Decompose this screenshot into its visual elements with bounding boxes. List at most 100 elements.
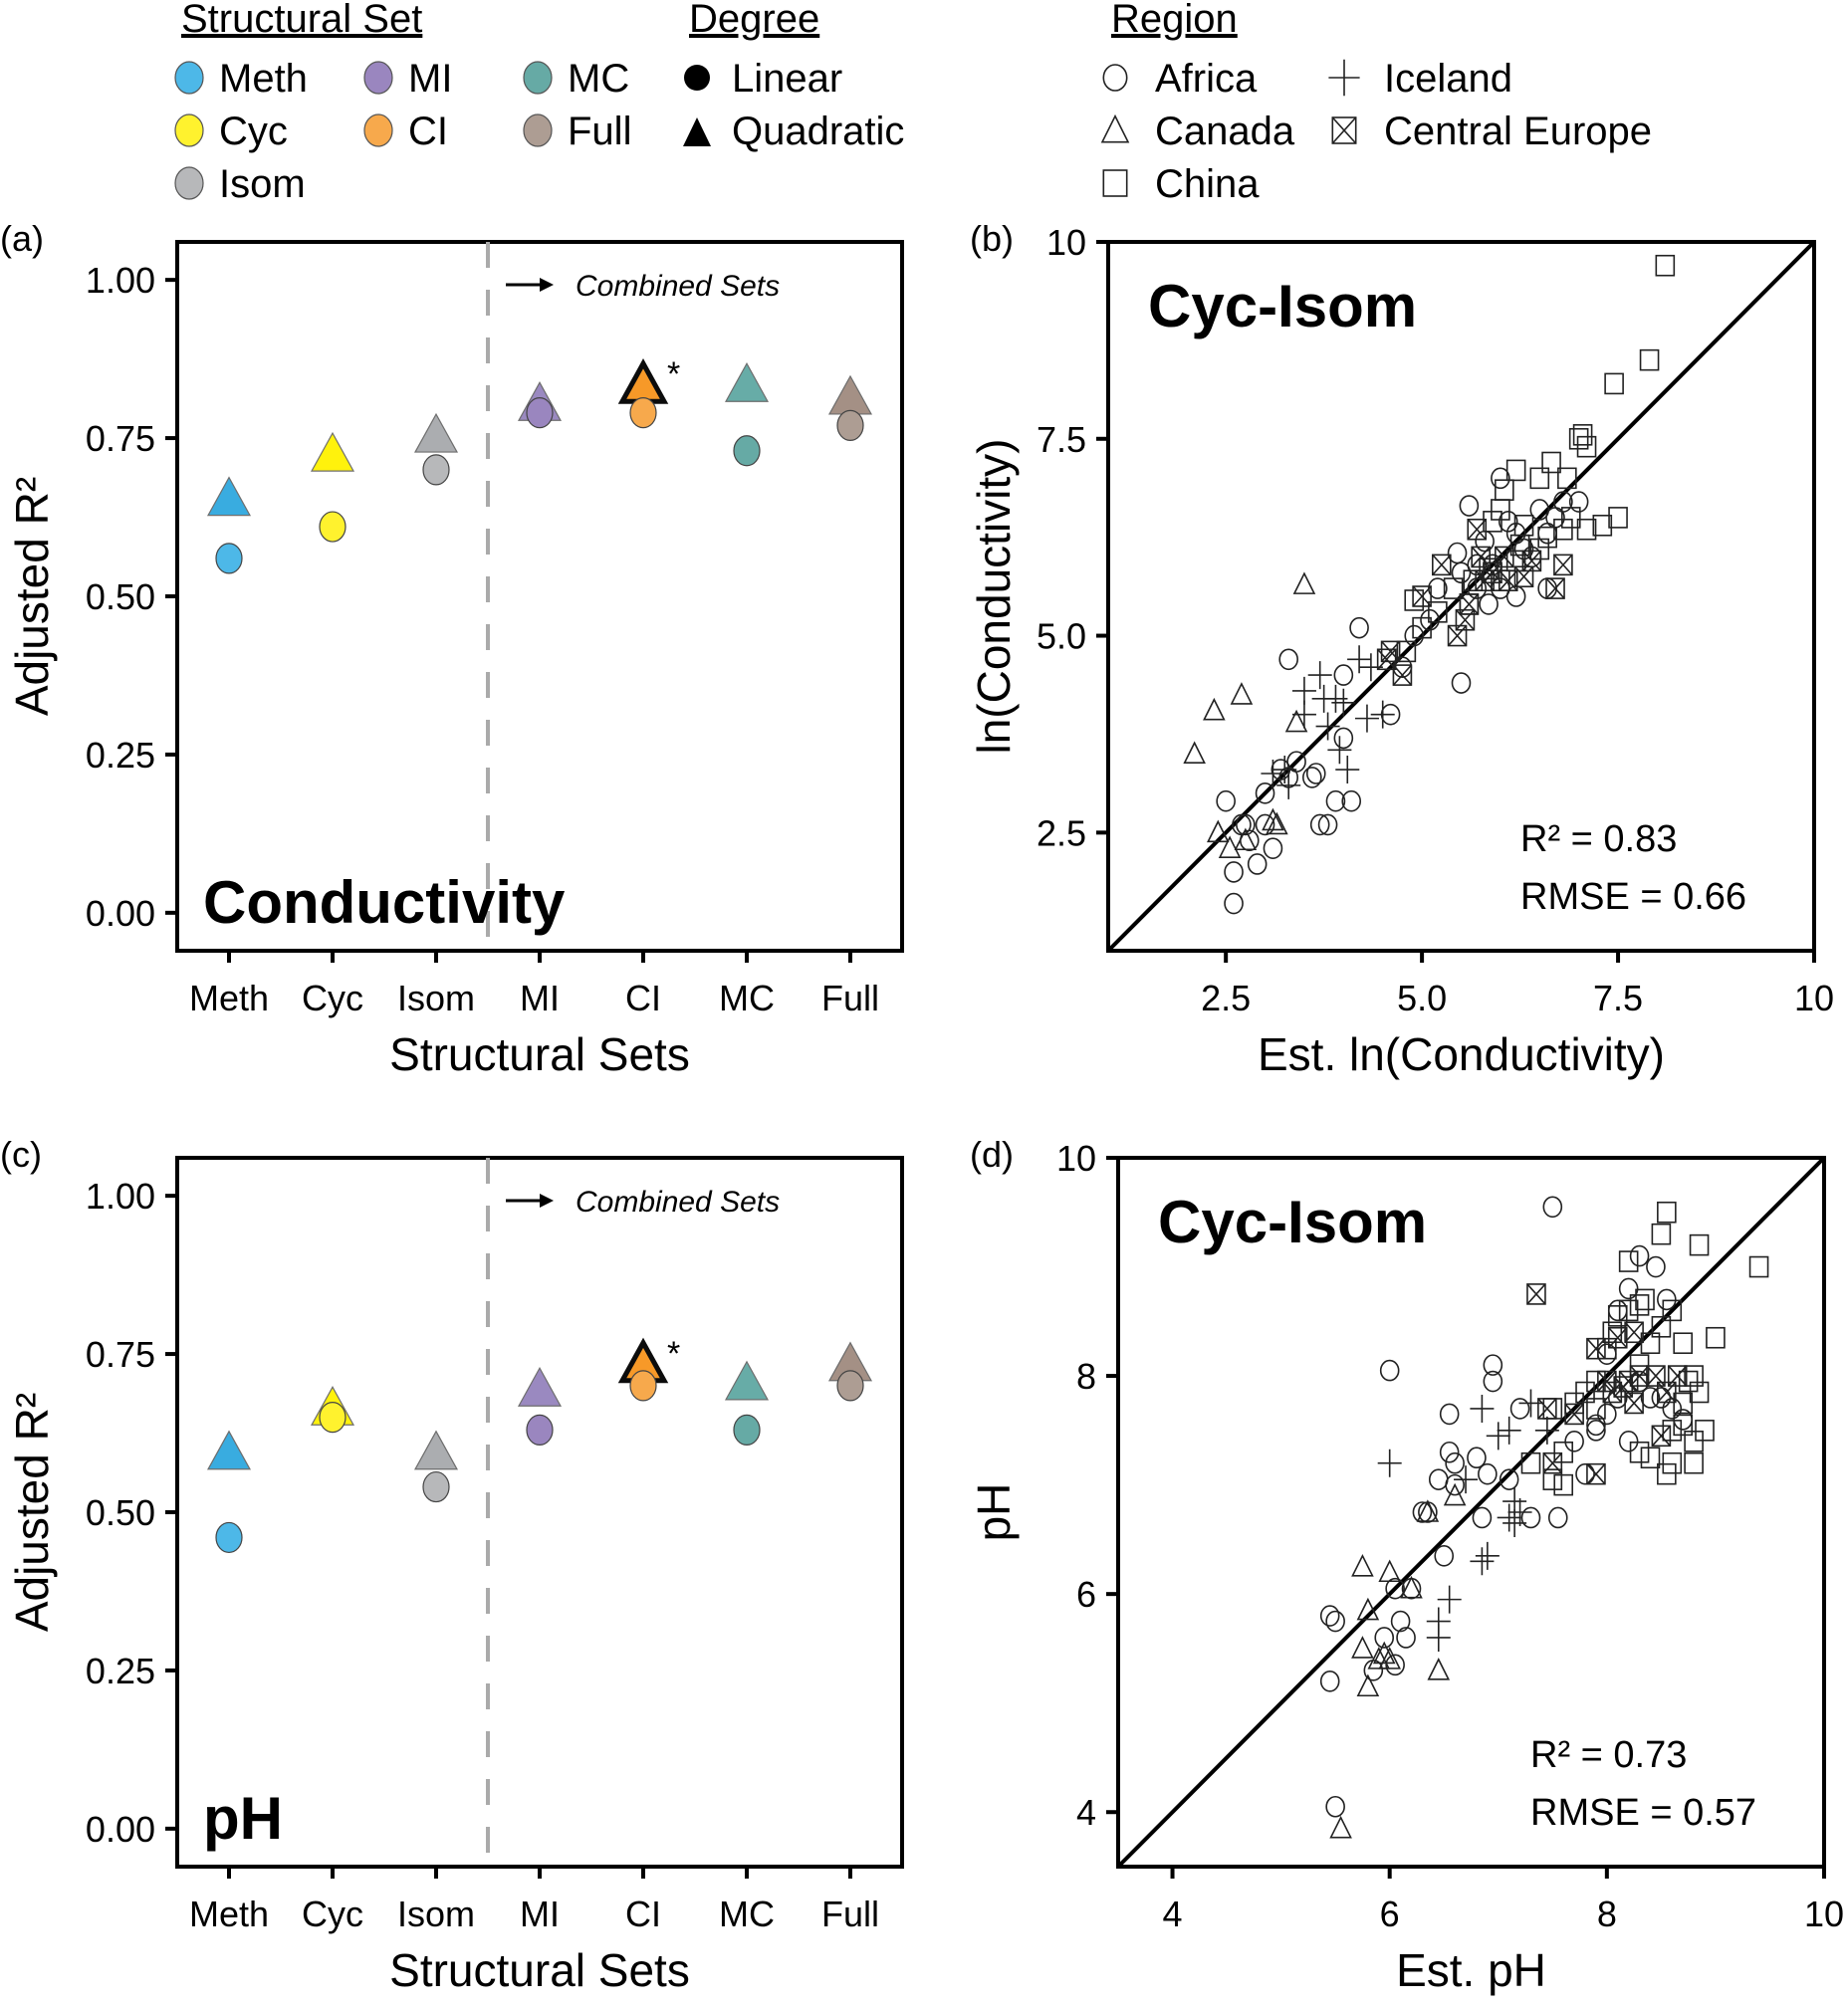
square-shape (1662, 1299, 1683, 1322)
square-shape (1655, 254, 1676, 277)
box-shape (1380, 640, 1401, 663)
square-shape (1657, 1201, 1677, 1224)
panel-title: pH (203, 1785, 283, 1852)
square-shape (1520, 1451, 1541, 1474)
data-point-central-europe (1495, 546, 1514, 568)
circle-shape (1629, 1244, 1650, 1267)
square-shape (1748, 1255, 1769, 1278)
circle-shape (1224, 861, 1244, 883)
y-tick-label: 1.00 (86, 260, 155, 301)
x-tick-label: Isom (397, 978, 475, 1018)
data-point-iceland (1470, 1394, 1495, 1423)
data-point-central-europe (1597, 1370, 1617, 1393)
data-point-china (1537, 526, 1557, 549)
data-point-iceland (1327, 736, 1352, 765)
box-shape (1607, 1326, 1628, 1349)
triangle-shape (1372, 1641, 1396, 1665)
data-point-africa (1451, 672, 1472, 694)
triangle-shape (1100, 113, 1130, 143)
legend-label-mi: MI (408, 57, 452, 101)
data-point-china (1635, 1288, 1655, 1311)
triangle-shape (1329, 1815, 1352, 1839)
plus-shape (1331, 688, 1356, 717)
data-point-china (1684, 1451, 1704, 1474)
box-shape (1475, 569, 1495, 591)
data-point-iceland (1518, 1389, 1543, 1418)
y-tick-label: 0.50 (86, 1492, 155, 1533)
data-point-canada (1206, 819, 1230, 843)
data-point-china (1505, 459, 1526, 482)
data-point-africa (1499, 1468, 1519, 1490)
data-point-china (1560, 507, 1581, 529)
circle-shape (1263, 837, 1283, 859)
data-point-africa (1263, 837, 1283, 859)
x-tick-label: Meth (189, 1894, 269, 1934)
linear-point-full (836, 409, 864, 441)
data-point-iceland (1497, 1416, 1521, 1445)
box-shape (1545, 577, 1565, 599)
arrow-head-icon (540, 278, 554, 292)
circle-shape (1445, 1473, 1465, 1496)
data-point-central-europe (1553, 554, 1573, 576)
data-point-china (1618, 1299, 1639, 1322)
significance-asterisk: * (667, 1335, 680, 1373)
circle-shape (1575, 1462, 1595, 1485)
circle-shape (1586, 1420, 1606, 1442)
x-shape (1668, 1365, 1688, 1387)
circle-shape (1333, 664, 1354, 686)
data-point-china (1639, 348, 1660, 371)
data-point-africa (1420, 608, 1440, 631)
square-shape (1597, 1337, 1617, 1360)
data-point-africa (1472, 1506, 1493, 1529)
legend-linear-circle-icon (684, 65, 710, 91)
square-shape (1491, 499, 1510, 521)
x-shape (1467, 519, 1487, 541)
data-point-china (1662, 1420, 1683, 1442)
legend-region-title: Region (1111, 0, 1238, 41)
triangle-shape (1356, 1597, 1380, 1621)
box-shape (1667, 1365, 1688, 1387)
linear-point-mc (733, 1414, 761, 1446)
y-axis-title: Adjusted R² (6, 477, 58, 716)
box-shape (1455, 608, 1476, 631)
data-point-iceland (1454, 1465, 1479, 1494)
data-point-china (1706, 1326, 1726, 1349)
data-point-central-europe (1618, 1370, 1639, 1393)
data-point-africa (1286, 751, 1306, 773)
box-shape (1467, 518, 1488, 541)
circle-shape (1439, 1403, 1460, 1426)
circle-shape (1319, 1670, 1340, 1692)
data-point-iceland (1335, 756, 1360, 784)
x-tick-label: MI (520, 1894, 560, 1934)
y-tick-label: 0.00 (86, 893, 155, 934)
data-point-africa (1374, 1627, 1395, 1649)
quadratic-point-mc (724, 361, 770, 402)
x-shape (1537, 1398, 1557, 1420)
plus-shape (1347, 645, 1372, 674)
box-shape (1331, 116, 1357, 144)
data-point-africa (1586, 1414, 1606, 1437)
circle-shape (1317, 813, 1338, 836)
data-point-canada (1416, 1499, 1440, 1522)
plus-shape (1307, 661, 1332, 690)
data-point-canada (1378, 1647, 1401, 1670)
data-point-canada (1292, 571, 1316, 594)
data-point-china (1657, 1201, 1677, 1224)
x-tick-label: 2.5 (1201, 978, 1251, 1018)
data-point-africa (1390, 1610, 1411, 1633)
legend-label-central-europe: Central Europe (1384, 110, 1652, 153)
square-shape (1604, 372, 1624, 395)
linear-point-mi (526, 397, 554, 429)
x-tick-label: 7.5 (1593, 978, 1643, 1018)
data-point-china (1520, 1451, 1541, 1474)
data-point-africa (1618, 1431, 1639, 1452)
box-shape (1564, 1403, 1584, 1426)
circle-shape (1385, 1577, 1405, 1600)
data-point-central-europe (1526, 1283, 1546, 1305)
circle-shape (1374, 1627, 1395, 1649)
circle-shape (1651, 1387, 1672, 1409)
square-shape (1618, 1299, 1639, 1322)
data-point-china (1479, 558, 1499, 580)
square-shape (1607, 1305, 1628, 1327)
data-point-africa (1651, 1387, 1672, 1409)
